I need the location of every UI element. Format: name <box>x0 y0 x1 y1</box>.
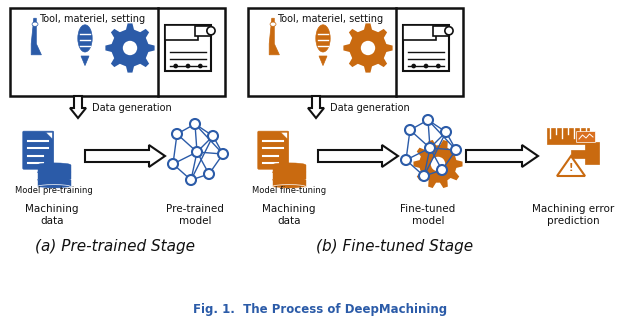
Circle shape <box>360 40 376 56</box>
Polygon shape <box>81 56 89 65</box>
Bar <box>403 25 449 71</box>
Polygon shape <box>45 132 52 139</box>
Ellipse shape <box>38 185 70 188</box>
Circle shape <box>168 159 178 169</box>
Ellipse shape <box>270 22 276 26</box>
Circle shape <box>401 155 411 165</box>
FancyBboxPatch shape <box>23 131 54 169</box>
Bar <box>195 26 211 36</box>
Circle shape <box>419 171 429 181</box>
Circle shape <box>174 64 177 68</box>
Polygon shape <box>557 156 585 176</box>
Text: Tool, materiel, setting: Tool, materiel, setting <box>38 14 145 24</box>
Circle shape <box>412 64 415 68</box>
Polygon shape <box>414 141 461 187</box>
Text: Fig. 1.  The Process of DeepMachining: Fig. 1. The Process of DeepMachining <box>193 304 447 317</box>
Circle shape <box>198 64 202 68</box>
Text: (a) Pre-trained Stage: (a) Pre-trained Stage <box>35 238 195 253</box>
Circle shape <box>208 131 218 141</box>
FancyBboxPatch shape <box>248 8 463 96</box>
Circle shape <box>190 119 200 129</box>
Circle shape <box>207 27 215 35</box>
Ellipse shape <box>273 170 305 174</box>
Bar <box>571 150 587 158</box>
Circle shape <box>218 149 228 159</box>
Circle shape <box>423 115 433 125</box>
Bar <box>165 25 211 71</box>
FancyBboxPatch shape <box>258 131 289 169</box>
Bar <box>273 180 305 187</box>
Circle shape <box>172 129 182 139</box>
FancyBboxPatch shape <box>577 132 595 143</box>
Bar <box>38 165 70 171</box>
Bar <box>273 165 305 171</box>
Circle shape <box>437 165 447 175</box>
Ellipse shape <box>38 178 70 182</box>
Polygon shape <box>280 132 287 139</box>
Text: Machining
data: Machining data <box>25 204 79 226</box>
Circle shape <box>186 64 189 68</box>
Text: Machining
data: Machining data <box>262 204 316 226</box>
Bar <box>403 25 436 40</box>
Text: Model pre-training: Model pre-training <box>15 186 93 195</box>
Bar <box>273 172 305 179</box>
Text: Fine-tuned
model: Fine-tuned model <box>401 204 456 226</box>
Ellipse shape <box>38 163 70 167</box>
Text: Pre-trained
model: Pre-trained model <box>166 204 224 226</box>
FancyArrow shape <box>466 145 538 167</box>
Circle shape <box>425 143 435 153</box>
FancyArrow shape <box>308 96 324 118</box>
FancyArrow shape <box>318 145 398 167</box>
Text: Model fine-tuning: Model fine-tuning <box>252 186 326 195</box>
Bar <box>585 142 599 164</box>
FancyArrow shape <box>70 96 86 118</box>
Ellipse shape <box>38 170 70 174</box>
Bar <box>433 26 449 36</box>
Polygon shape <box>344 24 392 72</box>
Circle shape <box>204 169 214 179</box>
Text: Data generation: Data generation <box>92 103 172 113</box>
Ellipse shape <box>78 25 92 52</box>
Text: Data generation: Data generation <box>330 103 410 113</box>
Polygon shape <box>319 56 327 65</box>
Polygon shape <box>31 18 42 55</box>
Bar <box>38 180 70 187</box>
Polygon shape <box>269 18 280 55</box>
Ellipse shape <box>316 25 330 52</box>
Ellipse shape <box>273 163 305 167</box>
Circle shape <box>451 145 461 155</box>
Bar <box>547 128 589 144</box>
Text: !: ! <box>569 163 573 173</box>
Circle shape <box>445 27 453 35</box>
Circle shape <box>192 147 202 157</box>
Circle shape <box>430 156 446 172</box>
Bar <box>165 25 198 40</box>
Ellipse shape <box>32 22 38 26</box>
Circle shape <box>441 127 451 137</box>
FancyArrow shape <box>85 145 165 167</box>
Circle shape <box>186 175 196 185</box>
Text: Machining error
prediction: Machining error prediction <box>532 204 614 226</box>
Ellipse shape <box>273 185 305 188</box>
Text: (b) Fine-tuned Stage: (b) Fine-tuned Stage <box>316 238 474 253</box>
Circle shape <box>424 64 428 68</box>
Text: Tool, materiel, setting: Tool, materiel, setting <box>276 14 383 24</box>
FancyBboxPatch shape <box>10 8 225 96</box>
Ellipse shape <box>273 178 305 182</box>
Circle shape <box>436 64 440 68</box>
Bar <box>38 172 70 179</box>
Circle shape <box>122 40 138 56</box>
Polygon shape <box>106 24 154 72</box>
Circle shape <box>405 125 415 135</box>
